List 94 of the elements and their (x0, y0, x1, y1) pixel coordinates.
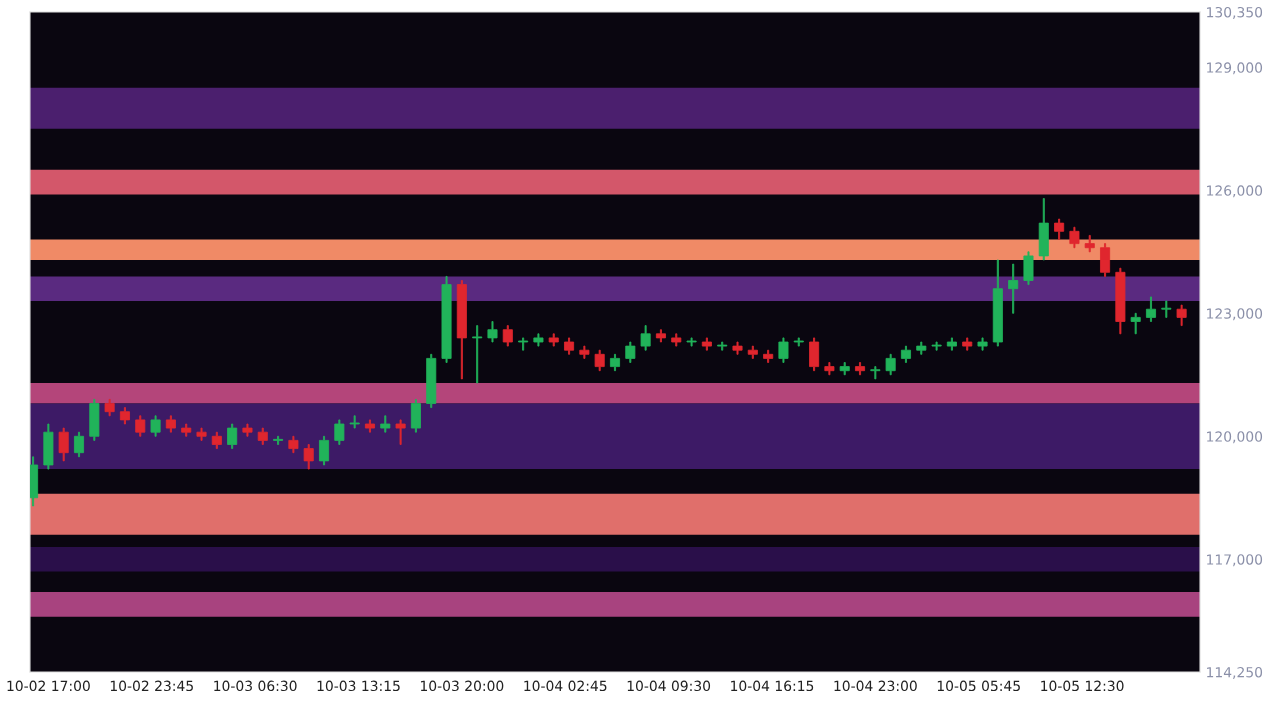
y-tick-label: 123,000 (1207, 308, 1263, 321)
x-tick-label: 10-04 09:30 (627, 680, 711, 692)
candlestick (1176, 304, 1187, 327)
candlestick (380, 415, 391, 433)
candlestick (992, 259, 1003, 347)
candlestick (119, 407, 130, 425)
candlestick (196, 427, 207, 441)
candlestick (104, 398, 115, 417)
candlestick (809, 337, 820, 372)
candlestick (227, 423, 238, 449)
candlestick (717, 341, 728, 351)
x-tick-label: 10-03 20:00 (420, 680, 504, 692)
y-tick-label: 129,000 (1207, 62, 1263, 75)
x-tick-label: 10-03 06:30 (214, 680, 297, 692)
candlestick (839, 362, 850, 376)
candlestick (885, 353, 896, 376)
candlestick (916, 341, 927, 355)
candlestick (303, 444, 314, 470)
candlestick (288, 435, 299, 454)
candlestick (89, 398, 100, 441)
candlestick (364, 419, 375, 433)
candlestick (564, 337, 575, 355)
candlestick (1084, 235, 1095, 253)
candlestick (456, 280, 467, 380)
candlestick (824, 362, 835, 376)
y-tick-label: 120,000 (1207, 431, 1263, 444)
candlestick (1008, 263, 1019, 314)
x-tick-label: 10-05 05:45 (937, 680, 1020, 692)
candlestick (1130, 312, 1141, 335)
candlestick (732, 341, 743, 355)
candlestick (763, 349, 774, 363)
x-tick-label: 10-04 23:00 (834, 680, 917, 692)
candlestick (319, 435, 330, 466)
candlestick (472, 325, 483, 384)
candlestick (686, 337, 697, 347)
x-tick-label: 10-02 17:00 (7, 680, 90, 692)
candlestick (946, 337, 957, 351)
candlestick (931, 341, 942, 351)
candlestick (273, 435, 284, 445)
candlestick (349, 415, 360, 429)
candlestick (502, 325, 513, 347)
y-tick-label: 126,000 (1207, 185, 1263, 198)
candlestick (701, 337, 712, 351)
x-tick-label: 10-04 02:45 (524, 680, 607, 692)
candlestick (441, 275, 452, 363)
candlestick (487, 321, 498, 343)
candlestick (655, 329, 666, 343)
candlestick (640, 325, 651, 351)
candlestick (242, 423, 253, 437)
candlestick (1145, 296, 1157, 322)
candlestick (426, 353, 437, 409)
candlestick (855, 362, 866, 376)
candlestick (150, 415, 161, 437)
y-tick-label: 114,250 (1207, 666, 1263, 679)
candlestick (334, 419, 345, 445)
candlestick (1161, 300, 1172, 318)
candlestick (257, 427, 268, 445)
candlestick (1069, 226, 1080, 249)
candlestick (1054, 218, 1065, 240)
x-tick-label: 10-03 13:15 (317, 680, 400, 692)
candlestick (165, 415, 176, 433)
candlestick (778, 337, 789, 363)
candlestick (58, 427, 69, 462)
candlestick (977, 337, 988, 351)
candlestick (671, 333, 682, 347)
candlestick (870, 366, 881, 380)
y-tick-label: 130,350 (1207, 6, 1263, 19)
candlestick (73, 431, 85, 458)
candlestick (962, 337, 973, 351)
candlestick (579, 345, 590, 359)
candlestick (900, 345, 911, 363)
candlestick (181, 423, 192, 437)
candlestick (518, 337, 529, 351)
candlestick (594, 349, 605, 372)
candlestick (395, 419, 406, 445)
x-tick-label: 10-04 16:15 (731, 680, 814, 692)
candlestick (211, 431, 222, 449)
candlestick (1023, 251, 1034, 286)
candlestick (30, 456, 39, 507)
candlestick (548, 333, 559, 347)
candlestick (747, 345, 758, 359)
candlestick (625, 341, 636, 363)
candlestick (1115, 267, 1126, 335)
candlestick (793, 337, 804, 347)
y-tick-label: 117,000 (1207, 554, 1263, 567)
candlestick (410, 398, 421, 433)
candlestick (43, 423, 54, 470)
candlestick (533, 333, 544, 347)
x-tick-label: 10-05 12:30 (1041, 680, 1124, 692)
candlestick (1100, 243, 1111, 277)
candlestick (1038, 198, 1049, 261)
candlestick (609, 353, 621, 372)
x-tick-label: 10-02 23:45 (110, 680, 193, 692)
candlestick (135, 415, 146, 437)
